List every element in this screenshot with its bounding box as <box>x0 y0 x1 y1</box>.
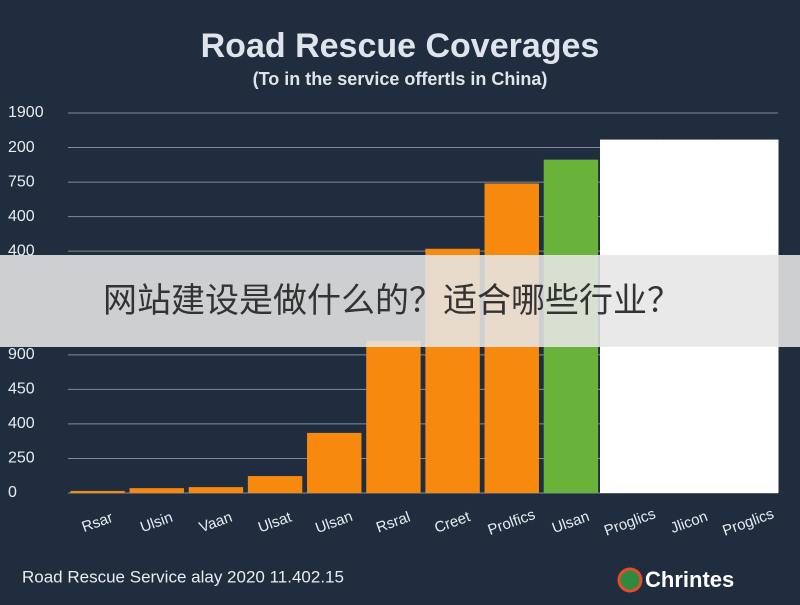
footer: Road Rescue Service alay 2020 11.402.15 <box>22 567 344 586</box>
bar <box>129 488 184 493</box>
y-tick-label: 400 <box>8 208 35 225</box>
bar <box>247 476 303 493</box>
bar <box>307 432 362 493</box>
y-tick-label: 200 <box>8 139 35 156</box>
y-tick-label: 450 <box>8 381 35 398</box>
y-tick-label: 900 <box>8 346 35 363</box>
y-tick-label: 1900 <box>8 104 44 121</box>
y-tick-label: 400 <box>8 415 35 432</box>
chart-subtitle: (To in the service offertls in China) <box>253 69 548 89</box>
chart-title: Road Rescue Coverages <box>201 27 600 65</box>
banner-text: 网站建设是做什么的？适合哪些行业？ <box>103 282 681 320</box>
y-tick-label: 0 <box>8 484 17 501</box>
y-tick-label: 250 <box>8 450 35 467</box>
banner-background <box>0 255 800 347</box>
bar <box>366 340 421 493</box>
y-tick-label: 750 <box>8 173 35 190</box>
brand-logo <box>617 567 643 593</box>
bar <box>188 487 244 493</box>
brand: Chrintes <box>645 567 734 592</box>
bar <box>70 490 125 493</box>
